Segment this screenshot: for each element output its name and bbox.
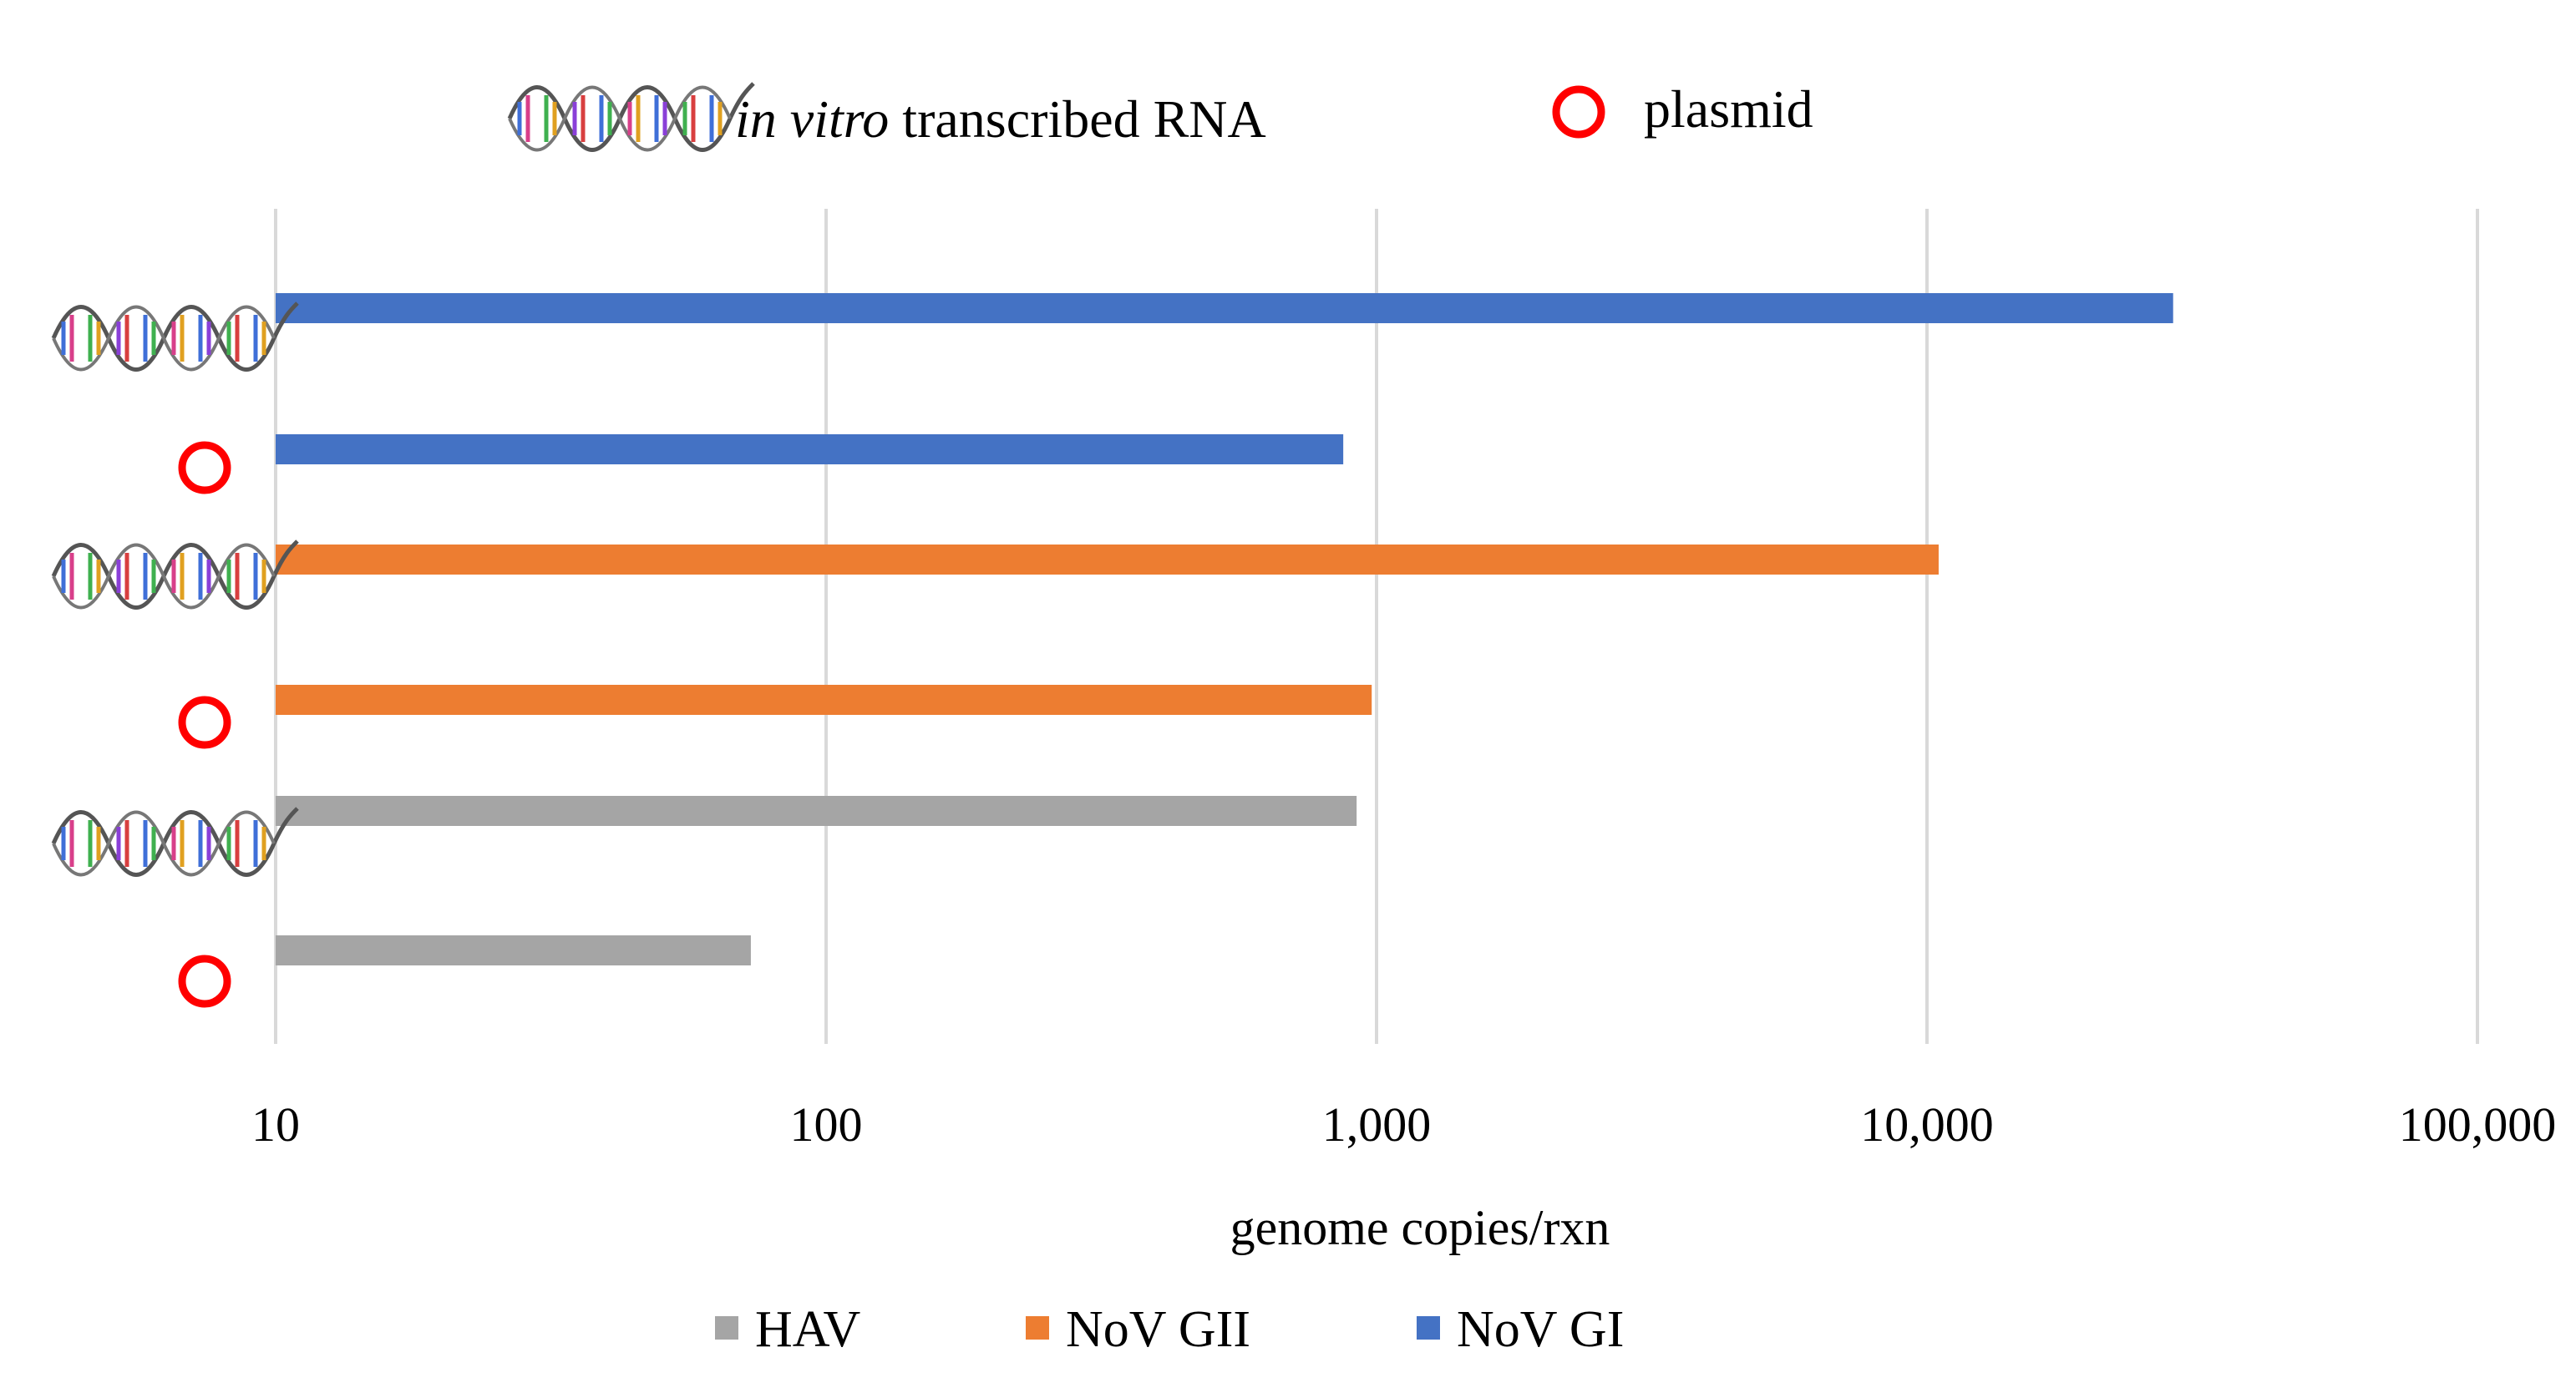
bars	[276, 293, 2173, 965]
category-icons	[53, 303, 297, 1008]
bar-nov-gi-rna	[276, 293, 2173, 323]
legend-label: HAV	[755, 1301, 861, 1358]
x-tick-label: 100,000	[2399, 1097, 2557, 1152]
bar-nov-gi-plasmid	[276, 434, 1344, 464]
legend-swatch	[1417, 1316, 1440, 1340]
legend-label: NoV GII	[1066, 1301, 1250, 1358]
plasmid-legend-label: plasmid	[1644, 79, 1813, 139]
rna-helix-icon	[53, 808, 297, 875]
plasmid-ring-icon	[178, 441, 231, 494]
x-tick-labels: 10 100 1,000 10,000 100,000	[251, 1097, 2556, 1152]
x-tick-label: 100	[790, 1097, 863, 1152]
x-tick-label: 10	[251, 1097, 300, 1152]
plasmid-ring-icon	[178, 955, 231, 1008]
rna-helix-icon	[53, 303, 297, 370]
bar-hav-plasmid	[276, 935, 751, 965]
template-legend: in vitro transcribed RNA plasmid	[510, 79, 1813, 150]
x-tick-label: 1,000	[1322, 1097, 1432, 1152]
rna-helix-icon	[53, 541, 297, 608]
rna-legend-label: in vitro transcribed RNA	[735, 89, 1266, 149]
legend-swatch	[715, 1316, 738, 1340]
plasmid-ring-icon	[1552, 85, 1605, 139]
gridlines	[274, 209, 2479, 1044]
rna-helix-icon	[510, 84, 753, 150]
bar-nov-gii-plasmid	[276, 685, 1372, 715]
legend-label: NoV GI	[1457, 1301, 1624, 1358]
bar-hav-rna	[276, 796, 1357, 826]
x-axis-label: genome copies/rxn	[1230, 1200, 1610, 1255]
x-tick-label: 10,000	[1860, 1097, 1994, 1152]
legend-swatch	[1026, 1316, 1049, 1340]
series-legend: HAV NoV GII NoV GI	[715, 1301, 1624, 1358]
bar-nov-gii-rna	[276, 545, 1939, 575]
plasmid-ring-icon	[178, 696, 231, 749]
